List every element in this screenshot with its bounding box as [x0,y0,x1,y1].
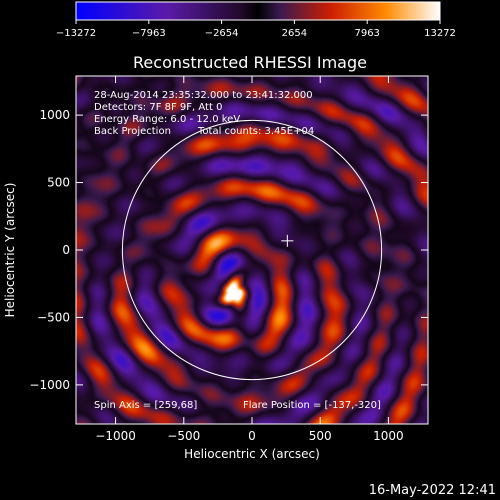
detectors-label: Detectors: 7F 8F 9F, Att 0 [94,102,222,113]
colorbar-ticks: −13272 −7963 −2654 2654 7963 13272 [56,20,456,39]
y-tick-label: 0 [62,243,70,257]
colorbar-tick-label: 13272 [424,28,456,39]
spin-axis-label: Spin Axis = [259,68] [94,400,197,411]
y-axis-label: Heliocentric Y (arcsec) [3,183,17,318]
x-tick-label: −500 [167,429,200,443]
colorbar-tick-label: 7963 [354,28,379,39]
plot-area [76,76,428,424]
x-tick-label: −1000 [95,429,136,443]
y-tick-label: 1000 [39,108,70,122]
total-counts-label: Total counts: 3.45E+04 [197,126,314,137]
y-tick-label: 500 [47,176,70,190]
x-tick-label: 1000 [373,429,404,443]
colorbar-tick-label: −7963 [132,28,166,39]
colorbar-tick-label: 2654 [282,28,307,39]
energy-range-label: Energy Range: 6.0 - 12.0 keV [94,114,240,125]
x-axis: −1000 −500 0 500 1000 [95,76,404,443]
spin-axis-marker [281,234,294,247]
time-range-label: 28-Aug-2014 23:35:32.000 to 23:41:32.000 [94,90,313,101]
y-axis: −1000 −500 0 500 1000 [29,108,428,392]
x-axis-label: Heliocentric X (arcsec) [184,447,320,461]
footer-timestamp: 16-May-2022 12:41 [369,483,496,498]
x-tick-label: 500 [309,429,332,443]
flare-position-label: Flare Position = [-137,-320] [243,400,381,411]
x-tick-label: 0 [248,429,256,443]
chart-title: Reconstructed RHESSI Image [133,53,367,72]
colorbar: −13272 −7963 −2654 2654 7963 13272 [56,1,456,39]
colorbar-gradient [75,1,441,21]
colorbar-tick-label: −2654 [205,28,239,39]
annotations: 28-Aug-2014 23:35:32.000 to 23:41:32.000… [94,90,381,411]
y-tick-label: −500 [37,310,70,324]
y-tick-label: −1000 [29,378,70,392]
method-label: Back Projection [94,126,171,137]
colorbar-tick-label: −13272 [56,28,96,39]
reconstructed-image [76,76,428,424]
solar-limb-circle [121,119,383,381]
